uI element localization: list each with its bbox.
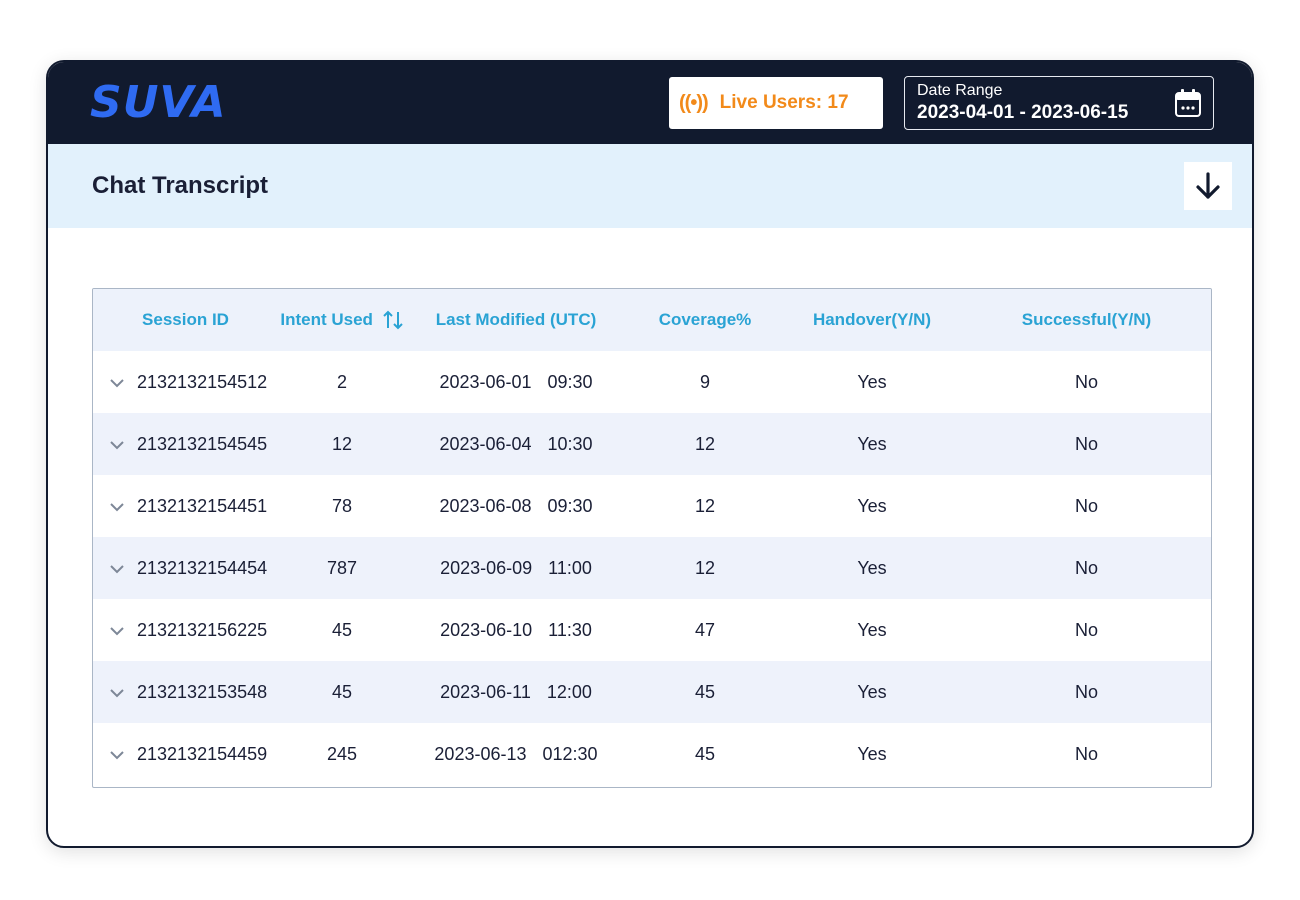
handover-cell: Yes [784,723,960,785]
chevron-down-icon[interactable] [109,750,125,760]
date-range-label: Date Range [917,82,1003,99]
table-row[interactable]: 2132132154512 2 2023-06-01 09:30 9 Yes No [93,351,1211,413]
page-title: Chat Transcript [92,172,269,199]
table-row[interactable]: 2132132154454 787 2023-06-09 11:00 12 Yes… [93,537,1211,599]
intent-used-cell: 45 [278,661,406,723]
last-modified-cell: 2023-06-11 12:00 [406,661,626,723]
broadcast-icon: ((•)) [679,91,709,114]
table-row[interactable]: 2132132154451 78 2023-06-08 09:30 12 Yes … [93,475,1211,537]
download-arrow-icon [1196,172,1220,199]
last-modified-cell: 2023-06-10 11:30 [406,599,626,661]
date-range-picker[interactable]: Date Range 2023-04-01 - 2023-06-15 [904,76,1214,130]
coverage-cell: 12 [626,537,784,599]
session-id-cell: 2132132154545 [93,413,278,475]
chevron-down-icon[interactable] [109,440,125,450]
successful-cell: No [960,351,1211,413]
coverage-cell: 12 [626,475,784,537]
coverage-cell: 9 [626,351,784,413]
suva-logo[interactable]: SUVA [90,80,262,126]
chevron-down-icon[interactable] [109,626,125,636]
handover-cell: Yes [784,413,960,475]
session-id-cell: 2132132153548 [93,661,278,723]
session-id-cell: 2132132156225 [93,599,278,661]
intent-used-cell: 787 [278,537,406,599]
successful-cell: No [960,599,1211,661]
intent-used-cell: 245 [278,723,406,785]
date-range-value: 2023-04-01 - 2023-06-15 [917,102,1129,123]
table-header-row: Session ID Intent Used Last Modified (UT… [93,289,1211,351]
table-row[interactable]: 2132132153548 45 2023-06-11 12:00 45 Yes … [93,661,1211,723]
last-modified-cell: 2023-06-01 09:30 [406,351,626,413]
logo-text: SUVA [90,77,227,128]
handover-cell: Yes [784,475,960,537]
column-header-session-id[interactable]: Session ID [93,289,278,351]
app-window: SUVA ((•)) Live Users: 17 Date Range 202… [46,60,1254,848]
session-id-cell: 2132132154454 [93,537,278,599]
download-button[interactable] [1184,162,1232,210]
intent-used-cell: 45 [278,599,406,661]
session-id-cell: 2132132154451 [93,475,278,537]
intent-used-cell: 12 [278,413,406,475]
coverage-cell: 45 [626,661,784,723]
handover-cell: Yes [784,351,960,413]
chevron-down-icon[interactable] [109,564,125,574]
handover-cell: Yes [784,537,960,599]
table-row[interactable]: 2132132154459 245 2023-06-13 012:30 45 Ye… [93,723,1211,785]
table-row[interactable]: 2132132156225 45 2023-06-10 11:30 47 Yes … [93,599,1211,661]
column-header-last-modified[interactable]: Last Modified (UTC) [406,289,626,351]
column-header-intent-used[interactable]: Intent Used [278,289,406,351]
chat-transcript-table: Session ID Intent Used Last Modified (UT… [92,288,1212,788]
live-users-badge: ((•)) Live Users: 17 [669,77,883,129]
handover-cell: Yes [784,661,960,723]
chevron-down-icon[interactable] [109,378,125,388]
successful-cell: No [960,723,1211,785]
last-modified-cell: 2023-06-04 10:30 [406,413,626,475]
column-header-coverage[interactable]: Coverage% [626,289,784,351]
sort-icon[interactable] [382,310,404,330]
session-id-cell: 2132132154512 [93,351,278,413]
coverage-cell: 45 [626,723,784,785]
session-id-cell: 2132132154459 [93,723,278,785]
chevron-down-icon[interactable] [109,502,125,512]
intent-used-cell: 78 [278,475,406,537]
last-modified-cell: 2023-06-09 11:00 [406,537,626,599]
intent-used-cell: 2 [278,351,406,413]
handover-cell: Yes [784,599,960,661]
chevron-down-icon[interactable] [109,688,125,698]
coverage-cell: 47 [626,599,784,661]
successful-cell: No [960,661,1211,723]
column-header-handover[interactable]: Handover(Y/N) [784,289,960,351]
column-header-successful[interactable]: Successful(Y/N) [960,289,1211,351]
last-modified-cell: 2023-06-13 012:30 [406,723,626,785]
top-bar: SUVA ((•)) Live Users: 17 Date Range 202… [48,62,1252,144]
table-row[interactable]: 2132132154545 12 2023-06-04 10:30 12 Yes … [93,413,1211,475]
last-modified-cell: 2023-06-08 09:30 [406,475,626,537]
live-users-label: Live Users: 17 [719,92,849,113]
coverage-cell: 12 [626,413,784,475]
successful-cell: No [960,537,1211,599]
calendar-icon[interactable] [1175,89,1201,117]
successful-cell: No [960,413,1211,475]
successful-cell: No [960,475,1211,537]
page-header: Chat Transcript [48,144,1252,228]
